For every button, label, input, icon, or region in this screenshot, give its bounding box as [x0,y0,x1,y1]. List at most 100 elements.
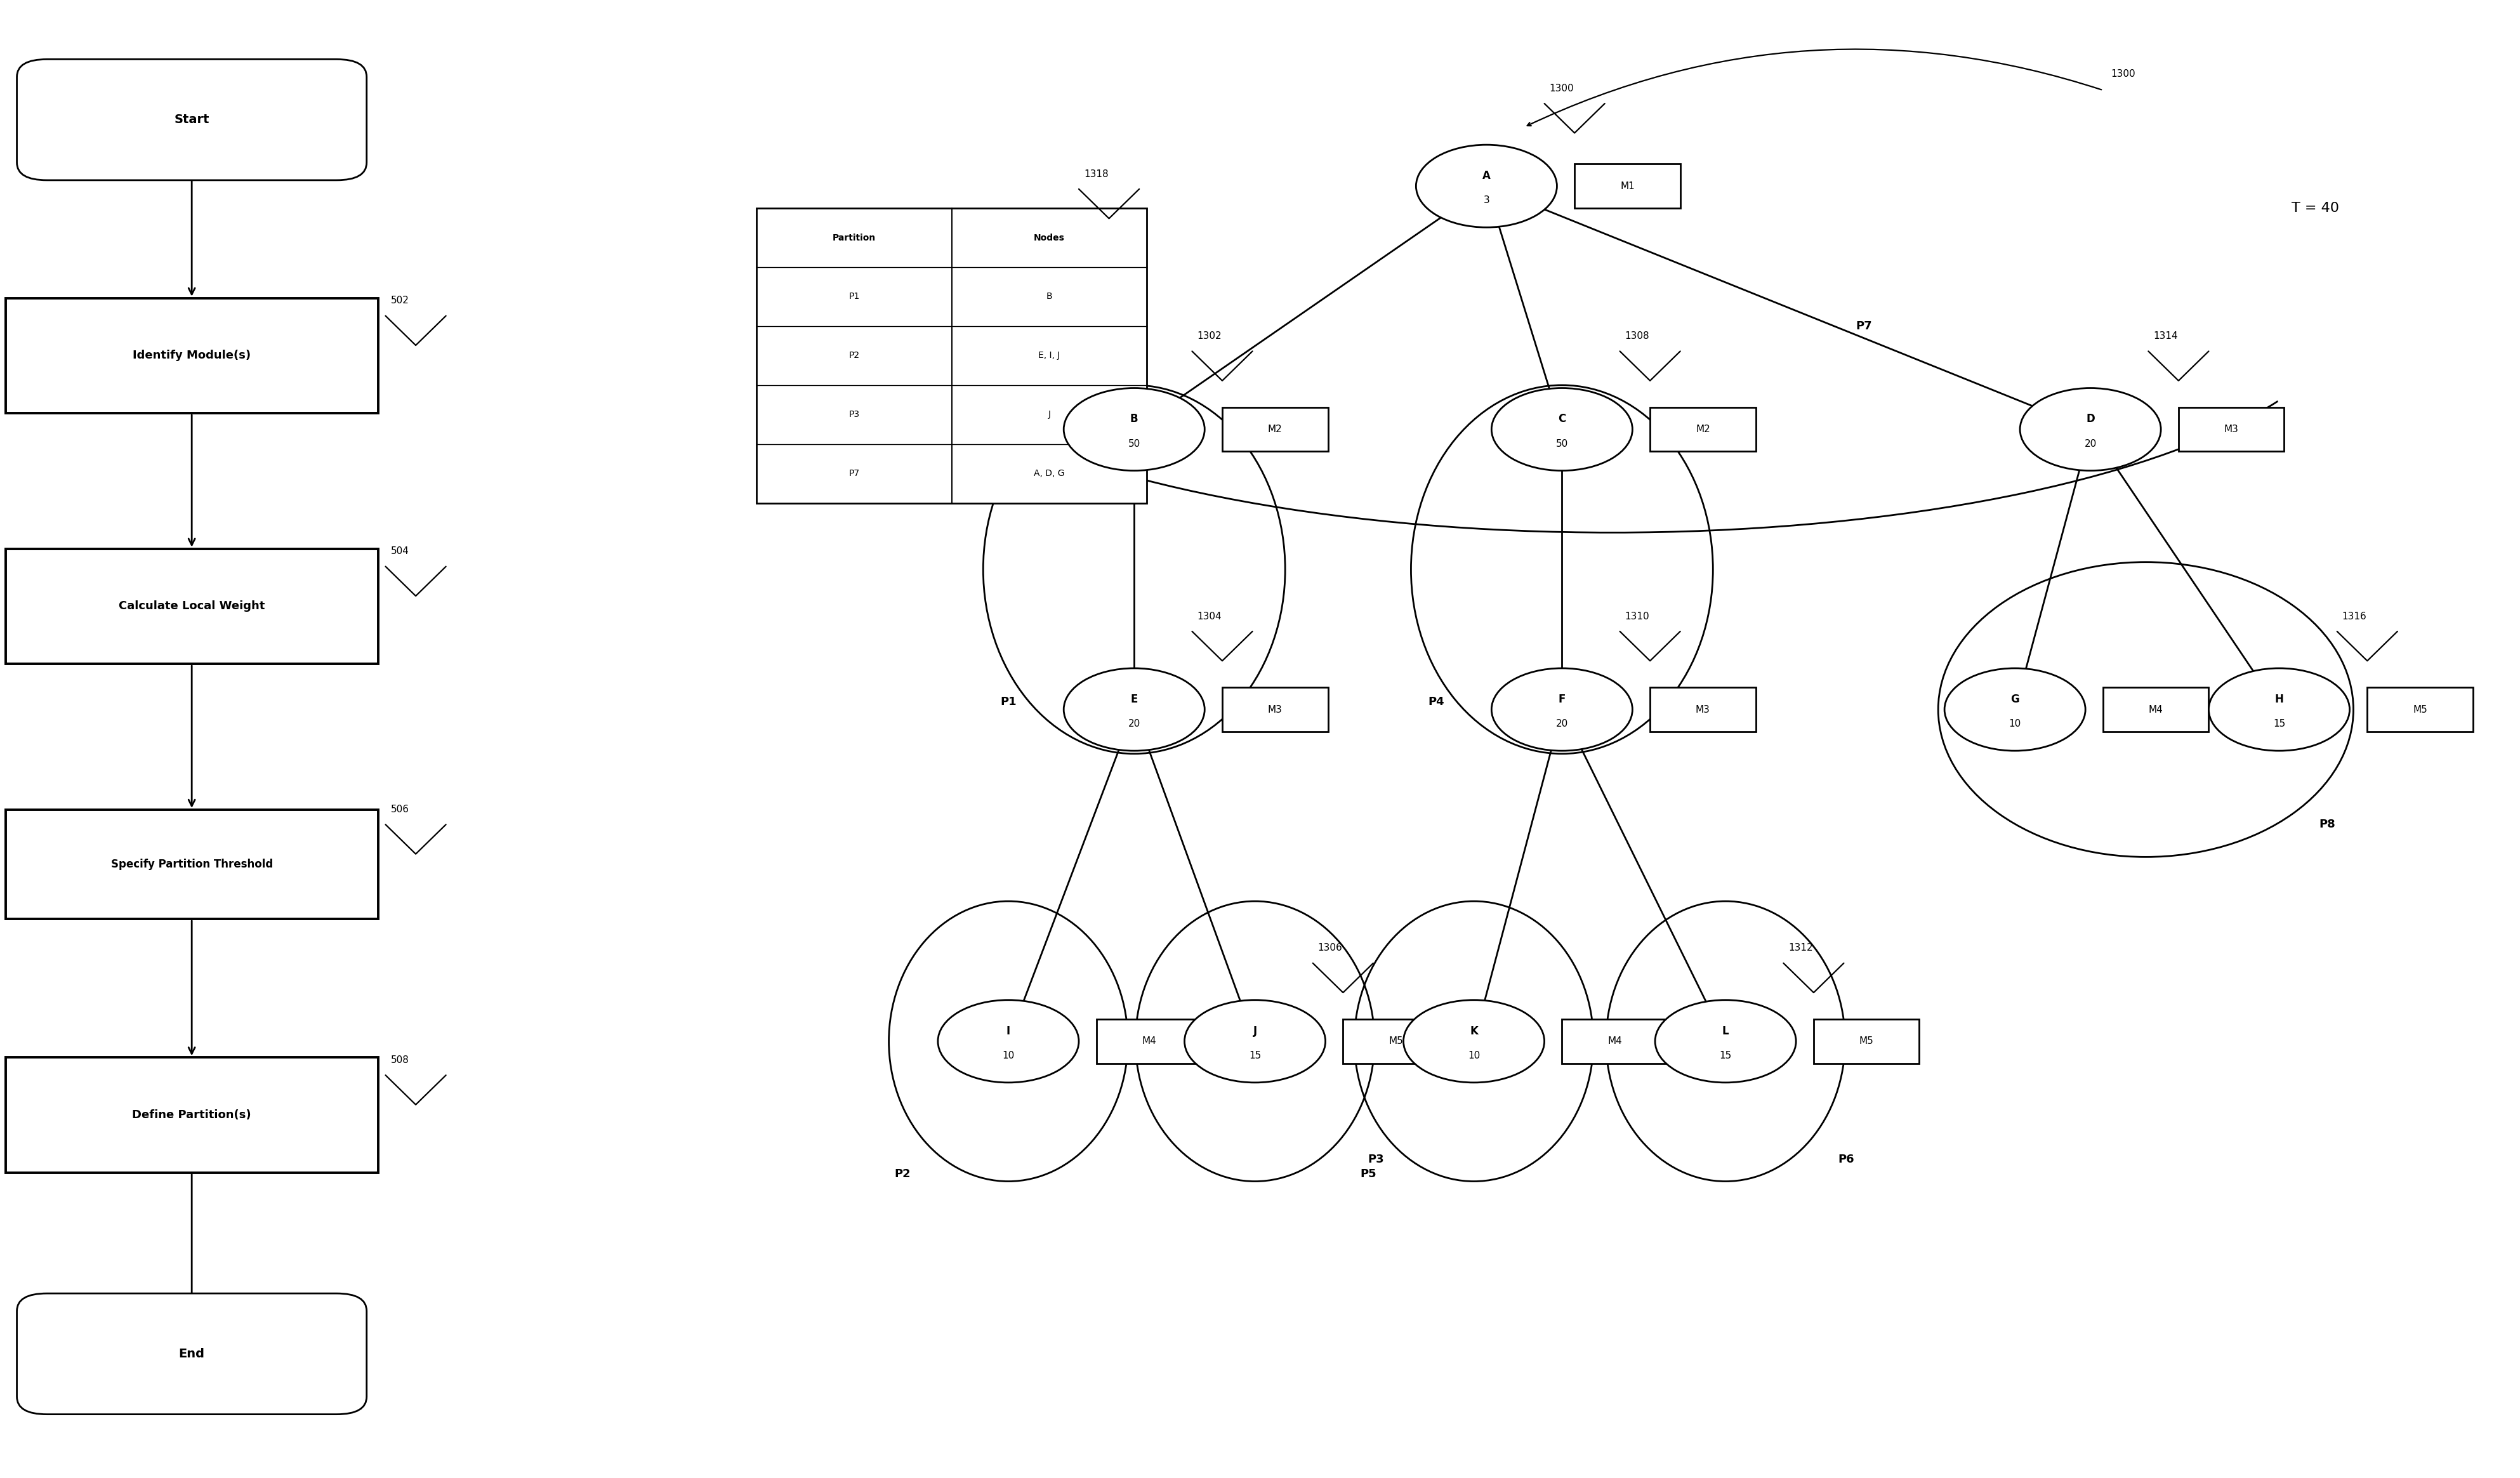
Text: Start: Start [174,114,209,126]
Text: 20: 20 [1555,720,1567,729]
Text: P7: P7 [1855,321,1872,333]
Text: 1300: 1300 [2112,69,2134,78]
Text: 506: 506 [391,804,408,814]
Text: A, D, G: A, D, G [1033,469,1063,477]
Text: 15: 15 [2273,720,2286,729]
Text: D: D [2087,414,2094,424]
Text: J: J [1252,1026,1257,1036]
Text: 3: 3 [1484,195,1489,205]
Circle shape [1656,1001,1797,1082]
Circle shape [1063,389,1205,470]
Circle shape [1063,668,1205,751]
Text: Define Partition(s): Define Partition(s) [131,1110,252,1120]
Text: P6: P6 [1837,1153,1855,1165]
Text: P7: P7 [849,469,859,477]
Text: 10: 10 [2008,720,2021,729]
Text: L: L [1721,1026,1729,1036]
Circle shape [2208,668,2349,751]
FancyBboxPatch shape [1096,1020,1202,1063]
Circle shape [1404,1001,1545,1082]
FancyBboxPatch shape [18,1293,365,1414]
FancyBboxPatch shape [5,548,378,664]
Text: E: E [1131,693,1139,705]
FancyBboxPatch shape [5,810,378,919]
Text: B: B [1046,293,1053,302]
FancyBboxPatch shape [756,208,1147,503]
Text: M5: M5 [1389,1036,1404,1046]
Circle shape [1492,668,1633,751]
FancyBboxPatch shape [1651,687,1756,732]
Text: P2: P2 [849,352,859,361]
Text: 1312: 1312 [1789,943,1812,953]
Text: M5: M5 [1860,1036,1875,1046]
Text: M2: M2 [1696,424,1711,435]
Text: T = 40: T = 40 [2291,202,2339,214]
Text: Partition: Partition [832,234,877,242]
Text: End: End [179,1348,204,1360]
Text: M3: M3 [1696,705,1711,714]
Text: 1310: 1310 [1625,612,1651,621]
Text: P3: P3 [1368,1153,1383,1165]
FancyBboxPatch shape [5,299,378,414]
Text: 1316: 1316 [2341,612,2366,621]
Text: P5: P5 [1361,1168,1376,1179]
Text: I: I [1005,1026,1011,1036]
Text: Specify Partition Threshold: Specify Partition Threshold [111,859,272,871]
Text: Identify Module(s): Identify Module(s) [134,350,252,361]
FancyBboxPatch shape [1562,1020,1668,1063]
Text: J: J [1048,411,1051,420]
Text: 508: 508 [391,1055,408,1064]
FancyBboxPatch shape [2366,687,2472,732]
Text: 15: 15 [1250,1051,1260,1061]
Text: 1318: 1318 [1084,168,1109,179]
Text: 1302: 1302 [1197,331,1222,341]
FancyBboxPatch shape [5,1057,378,1172]
Text: 1306: 1306 [1318,943,1343,953]
FancyBboxPatch shape [1814,1020,1920,1063]
Text: M3: M3 [1268,705,1283,714]
Text: 50: 50 [1555,439,1567,448]
Text: P8: P8 [2318,819,2336,831]
Text: B: B [1129,414,1139,424]
Text: C: C [1557,414,1565,424]
Text: M5: M5 [2412,705,2427,714]
Text: 504: 504 [391,547,408,556]
Text: P1: P1 [1000,696,1016,708]
Text: 1304: 1304 [1197,612,1222,621]
Text: 1300: 1300 [1550,84,1575,93]
Text: 502: 502 [391,296,408,306]
Text: P4: P4 [1429,696,1444,708]
Text: 1308: 1308 [1625,331,1651,341]
Text: M1: M1 [1620,182,1635,191]
Circle shape [1945,668,2087,751]
FancyBboxPatch shape [1222,687,1328,732]
Text: Nodes: Nodes [1033,234,1066,242]
Text: 50: 50 [1129,439,1139,448]
Text: E, I, J: E, I, J [1038,352,1061,361]
Text: K: K [1469,1026,1479,1036]
Text: 10: 10 [1003,1051,1016,1061]
FancyBboxPatch shape [2177,408,2283,451]
FancyBboxPatch shape [1651,408,1756,451]
Text: A: A [1482,170,1489,182]
Text: 10: 10 [1467,1051,1479,1061]
Text: M4: M4 [1608,1036,1623,1046]
Text: 20: 20 [1129,720,1139,729]
FancyBboxPatch shape [1222,408,1328,451]
FancyBboxPatch shape [18,59,365,180]
Text: 15: 15 [1719,1051,1731,1061]
Text: M4: M4 [1142,1036,1157,1046]
Text: H: H [2276,693,2283,705]
Text: M3: M3 [2225,424,2238,435]
Text: P3: P3 [849,411,859,420]
Text: M4: M4 [2150,705,2162,714]
Circle shape [1416,145,1557,228]
Text: G: G [2011,693,2019,705]
Circle shape [1184,1001,1326,1082]
Text: 1314: 1314 [2155,331,2177,341]
Text: F: F [1557,693,1565,705]
Text: Calculate Local Weight: Calculate Local Weight [118,600,265,612]
FancyBboxPatch shape [1343,1020,1449,1063]
Circle shape [937,1001,1079,1082]
Text: 20: 20 [2084,439,2097,448]
